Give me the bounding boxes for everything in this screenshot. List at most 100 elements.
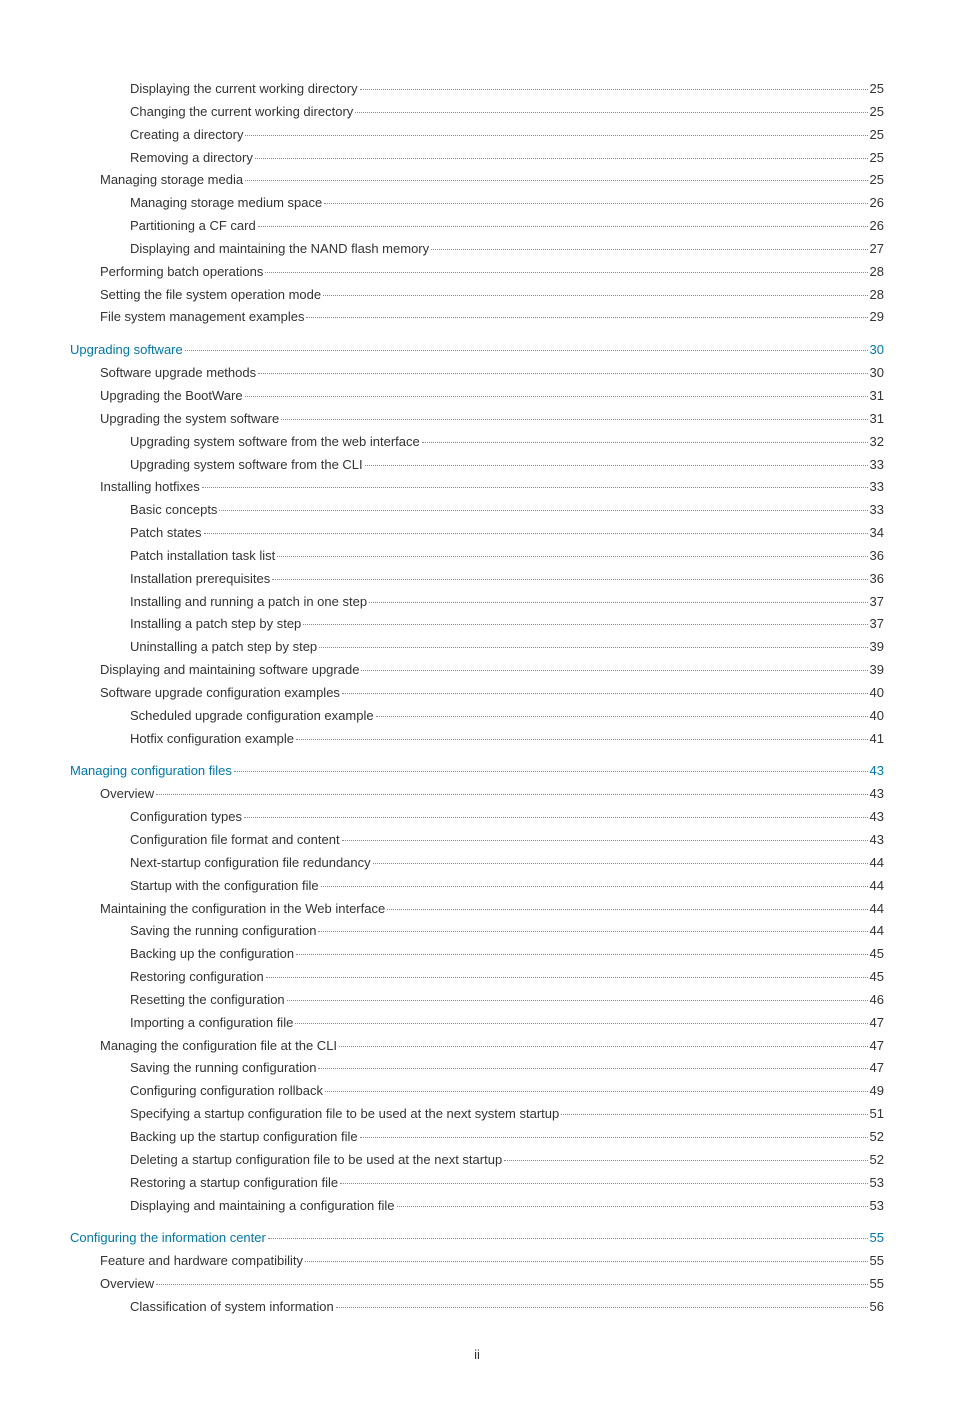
toc-entry-page: 33 bbox=[870, 501, 884, 520]
toc-entry-label: Software upgrade methods bbox=[100, 364, 256, 383]
toc-entry-page: 32 bbox=[870, 433, 884, 452]
toc-leader bbox=[258, 226, 868, 227]
toc-entry: Performing batch operations28 bbox=[70, 263, 884, 282]
toc-entry: Upgrading system software from the CLI33 bbox=[70, 456, 884, 475]
toc-entry: Restoring a startup configuration file53 bbox=[70, 1174, 884, 1193]
toc-entry: Upgrading system software from the web i… bbox=[70, 433, 884, 452]
toc-entry-label: Basic concepts bbox=[130, 501, 217, 520]
toc-entry: Setting the file system operation mode28 bbox=[70, 286, 884, 305]
toc-entry-page: 25 bbox=[870, 171, 884, 190]
toc-entry-label: Creating a directory bbox=[130, 126, 243, 145]
toc-entry-label: Installation prerequisites bbox=[130, 570, 270, 589]
toc-entry-label: Performing batch operations bbox=[100, 263, 263, 282]
toc-entry: Patch states34 bbox=[70, 524, 884, 543]
toc-entry: Changing the current working directory25 bbox=[70, 103, 884, 122]
toc-entry-label: Backing up the startup configuration fil… bbox=[130, 1128, 358, 1147]
toc-leader bbox=[268, 1238, 868, 1239]
table-of-contents: Displaying the current working directory… bbox=[70, 80, 884, 1317]
toc-entry: Installation prerequisites36 bbox=[70, 570, 884, 589]
toc-leader bbox=[376, 716, 868, 717]
toc-leader bbox=[360, 89, 868, 90]
toc-leader bbox=[303, 624, 867, 625]
toc-leader bbox=[561, 1114, 867, 1115]
toc-entry-label: Specifying a startup configuration file … bbox=[130, 1105, 559, 1124]
toc-entry: Displaying the current working directory… bbox=[70, 80, 884, 99]
toc-entry-label: Saving the running configuration bbox=[130, 922, 316, 941]
toc-entry[interactable]: Managing configuration files43 bbox=[70, 762, 884, 781]
toc-entry-label: Feature and hardware compatibility bbox=[100, 1252, 303, 1271]
toc-leader bbox=[277, 556, 867, 557]
toc-entry-label: Managing the configuration file at the C… bbox=[100, 1037, 337, 1056]
toc-entry-page: 30 bbox=[870, 364, 884, 383]
toc-entry: Saving the running configuration47 bbox=[70, 1059, 884, 1078]
toc-entry[interactable]: Upgrading software30 bbox=[70, 341, 884, 360]
toc-entry: Installing and running a patch in one st… bbox=[70, 593, 884, 612]
toc-entry: Managing storage media25 bbox=[70, 171, 884, 190]
toc-entry-label: Installing and running a patch in one st… bbox=[130, 593, 367, 612]
toc-entry-page: 39 bbox=[870, 638, 884, 657]
toc-entry: Displaying and maintaining the NAND flas… bbox=[70, 240, 884, 259]
toc-leader bbox=[336, 1307, 868, 1308]
toc-entry-label: Displaying the current working directory bbox=[130, 80, 358, 99]
toc-entry-page: 43 bbox=[870, 808, 884, 827]
toc-entry: Displaying and maintaining a configurati… bbox=[70, 1197, 884, 1216]
toc-entry: Installing hotfixes33 bbox=[70, 478, 884, 497]
toc-entry: Feature and hardware compatibility55 bbox=[70, 1252, 884, 1271]
toc-entry-label: Maintaining the configuration in the Web… bbox=[100, 900, 385, 919]
toc-entry-page: 27 bbox=[870, 240, 884, 259]
toc-entry-page: 26 bbox=[870, 194, 884, 213]
toc-leader bbox=[365, 465, 868, 466]
toc-entry: Next-startup configuration file redundan… bbox=[70, 854, 884, 873]
toc-entry-page: 40 bbox=[870, 707, 884, 726]
toc-entry-label: Software upgrade configuration examples bbox=[100, 684, 340, 703]
toc-entry-label: Configuring configuration rollback bbox=[130, 1082, 323, 1101]
toc-leader bbox=[340, 1183, 867, 1184]
toc-entry-label: Upgrading the system software bbox=[100, 410, 279, 429]
toc-entry-page: 29 bbox=[870, 308, 884, 327]
toc-entry-label: Configuration types bbox=[130, 808, 242, 827]
toc-leader bbox=[281, 419, 867, 420]
toc-entry: Classification of system information56 bbox=[70, 1298, 884, 1317]
toc-entry: Hotfix configuration example41 bbox=[70, 730, 884, 749]
toc-entry: Backing up the startup configuration fil… bbox=[70, 1128, 884, 1147]
toc-leader bbox=[361, 670, 867, 671]
toc-entry-label: Changing the current working directory bbox=[130, 103, 353, 122]
toc-entry-label: Patch installation task list bbox=[130, 547, 275, 566]
toc-entry-page: 52 bbox=[870, 1151, 884, 1170]
toc-entry: Saving the running configuration44 bbox=[70, 922, 884, 941]
toc-entry-label: Removing a directory bbox=[130, 149, 253, 168]
toc-entry: Maintaining the configuration in the Web… bbox=[70, 900, 884, 919]
toc-entry-label: Upgrading software bbox=[70, 341, 183, 360]
toc-entry-page: 36 bbox=[870, 547, 884, 566]
toc-entry: Scheduled upgrade configuration example4… bbox=[70, 707, 884, 726]
toc-leader bbox=[360, 1137, 868, 1138]
toc-entry-page: 45 bbox=[870, 968, 884, 987]
toc-entry: Startup with the configuration file44 bbox=[70, 877, 884, 896]
toc-leader bbox=[318, 931, 867, 932]
toc-leader bbox=[325, 1091, 868, 1092]
toc-entry: Partitioning a CF card26 bbox=[70, 217, 884, 236]
toc-entry: Creating a directory25 bbox=[70, 126, 884, 145]
toc-leader bbox=[422, 442, 868, 443]
toc-leader bbox=[369, 602, 867, 603]
toc-leader bbox=[342, 840, 868, 841]
toc-leader bbox=[373, 863, 868, 864]
toc-entry-page: 37 bbox=[870, 593, 884, 612]
toc-leader bbox=[305, 1261, 867, 1262]
toc-leader bbox=[272, 579, 867, 580]
toc-entry-page: 43 bbox=[870, 762, 884, 781]
toc-entry-page: 49 bbox=[870, 1082, 884, 1101]
toc-entry: Deleting a startup configuration file to… bbox=[70, 1151, 884, 1170]
toc-leader bbox=[202, 487, 868, 488]
toc-entry-label: Displaying and maintaining software upgr… bbox=[100, 661, 359, 680]
toc-entry: Backing up the configuration45 bbox=[70, 945, 884, 964]
toc-entry-page: 31 bbox=[870, 387, 884, 406]
toc-entry-label: Configuring the information center bbox=[70, 1229, 266, 1248]
toc-entry-page: 47 bbox=[870, 1014, 884, 1033]
toc-leader bbox=[324, 203, 867, 204]
toc-entry-label: Setting the file system operation mode bbox=[100, 286, 321, 305]
toc-entry-label: Uninstalling a patch step by step bbox=[130, 638, 317, 657]
toc-entry-page: 44 bbox=[870, 900, 884, 919]
toc-entry[interactable]: Configuring the information center55 bbox=[70, 1229, 884, 1248]
toc-entry-label: Upgrading system software from the CLI bbox=[130, 456, 363, 475]
